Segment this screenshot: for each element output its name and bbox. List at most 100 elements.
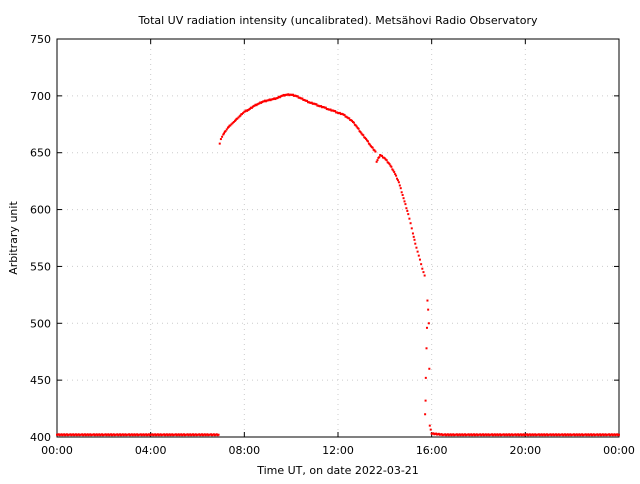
- data-point: [425, 347, 428, 350]
- data-point: [381, 154, 384, 157]
- data-point: [371, 146, 374, 149]
- y-tick-label: 700: [30, 90, 51, 103]
- data-point: [395, 174, 398, 177]
- data-point: [365, 138, 368, 141]
- data-point: [421, 267, 424, 270]
- data-point: [390, 165, 393, 168]
- data-point: [239, 114, 242, 117]
- data-point: [394, 173, 397, 176]
- y-axis-label: Arbitrary unit: [7, 201, 20, 275]
- data-point: [248, 107, 251, 110]
- y-tick-label: 400: [30, 431, 51, 444]
- data-point: [411, 232, 414, 235]
- data-point: [427, 322, 430, 325]
- data-point: [250, 106, 253, 109]
- data-point: [375, 160, 378, 163]
- data-point: [366, 140, 369, 143]
- data-point: [422, 271, 425, 274]
- data-point: [410, 227, 413, 230]
- x-tick-label: 04:00: [135, 444, 167, 457]
- x-axis: 00:00 04:00 08:00 12:00 16:00 20:00 00:00: [41, 39, 635, 457]
- y-tick-label: 750: [30, 33, 51, 46]
- data-point: [315, 103, 318, 106]
- data-point: [219, 138, 222, 141]
- data-point: [229, 124, 232, 127]
- y-tick-label: 500: [30, 317, 51, 330]
- data-point: [389, 164, 392, 167]
- data-point: [404, 203, 407, 206]
- data-point: [355, 125, 358, 128]
- data-point: [407, 213, 410, 216]
- data-point: [232, 121, 235, 124]
- data-point: [392, 169, 395, 172]
- plot-frame: [56, 38, 620, 438]
- data-point: [221, 135, 224, 138]
- x-tick-label: 20:00: [509, 444, 541, 457]
- data-point: [396, 177, 399, 180]
- data-point: [236, 117, 239, 120]
- data-point: [420, 263, 423, 266]
- data-point: [374, 150, 377, 153]
- grid: [57, 39, 619, 437]
- x-tick-label: 00:00: [41, 444, 73, 457]
- data-point: [412, 235, 415, 238]
- data-point: [352, 121, 355, 124]
- data-point: [310, 101, 313, 104]
- data-point: [397, 181, 400, 184]
- x-tick-label: 12:00: [322, 444, 354, 457]
- data-point: [424, 376, 427, 379]
- data-point: [378, 156, 381, 159]
- y-tick-label: 650: [30, 147, 51, 160]
- data-point: [237, 116, 240, 119]
- data-point: [409, 222, 412, 225]
- data-point: [230, 123, 233, 126]
- data-point: [429, 428, 432, 431]
- data-point: [362, 134, 365, 137]
- data-point: [415, 246, 418, 249]
- x-axis-label: Time UT, on date 2022-03-21: [256, 464, 419, 477]
- data-point: [396, 179, 399, 182]
- data-point: [414, 242, 417, 245]
- data-point: [418, 258, 421, 261]
- data-point: [324, 106, 327, 109]
- data-point: [391, 168, 394, 171]
- data-point: [405, 207, 408, 210]
- data-point: [426, 299, 429, 302]
- data-point: [234, 119, 237, 122]
- data-point: [357, 127, 360, 130]
- data-point: [218, 142, 221, 145]
- data-point: [401, 194, 404, 197]
- y-tick-label: 550: [30, 260, 51, 273]
- data-point: [334, 110, 337, 113]
- data-point: [393, 171, 396, 174]
- data-point: [354, 124, 357, 127]
- data-point: [424, 399, 427, 402]
- data-point: [376, 159, 379, 162]
- data-point: [242, 111, 245, 114]
- data-point: [400, 191, 403, 194]
- data-point: [403, 200, 406, 203]
- data-point: [618, 433, 620, 436]
- y-axis: 400 450 500 550 600 650 700 750: [30, 33, 619, 444]
- data-point: [427, 308, 430, 311]
- data-point: [292, 93, 295, 96]
- y-tick-label: 450: [30, 374, 51, 387]
- data-point: [368, 143, 371, 146]
- data-point: [359, 131, 362, 134]
- x-tick-label: 16:00: [416, 444, 448, 457]
- data-point: [388, 163, 391, 166]
- data-point: [225, 128, 228, 131]
- data-point: [428, 424, 431, 427]
- data-point: [402, 197, 405, 200]
- data-point: [385, 159, 388, 162]
- data-point: [364, 136, 367, 139]
- data-point: [387, 161, 390, 164]
- data-point: [224, 130, 227, 133]
- data-point: [413, 238, 416, 241]
- data-point: [428, 367, 431, 370]
- data-point: [320, 105, 323, 108]
- data-point: [343, 113, 346, 116]
- chart-title: Total UV radiation intensity (uncalibrat…: [138, 14, 538, 27]
